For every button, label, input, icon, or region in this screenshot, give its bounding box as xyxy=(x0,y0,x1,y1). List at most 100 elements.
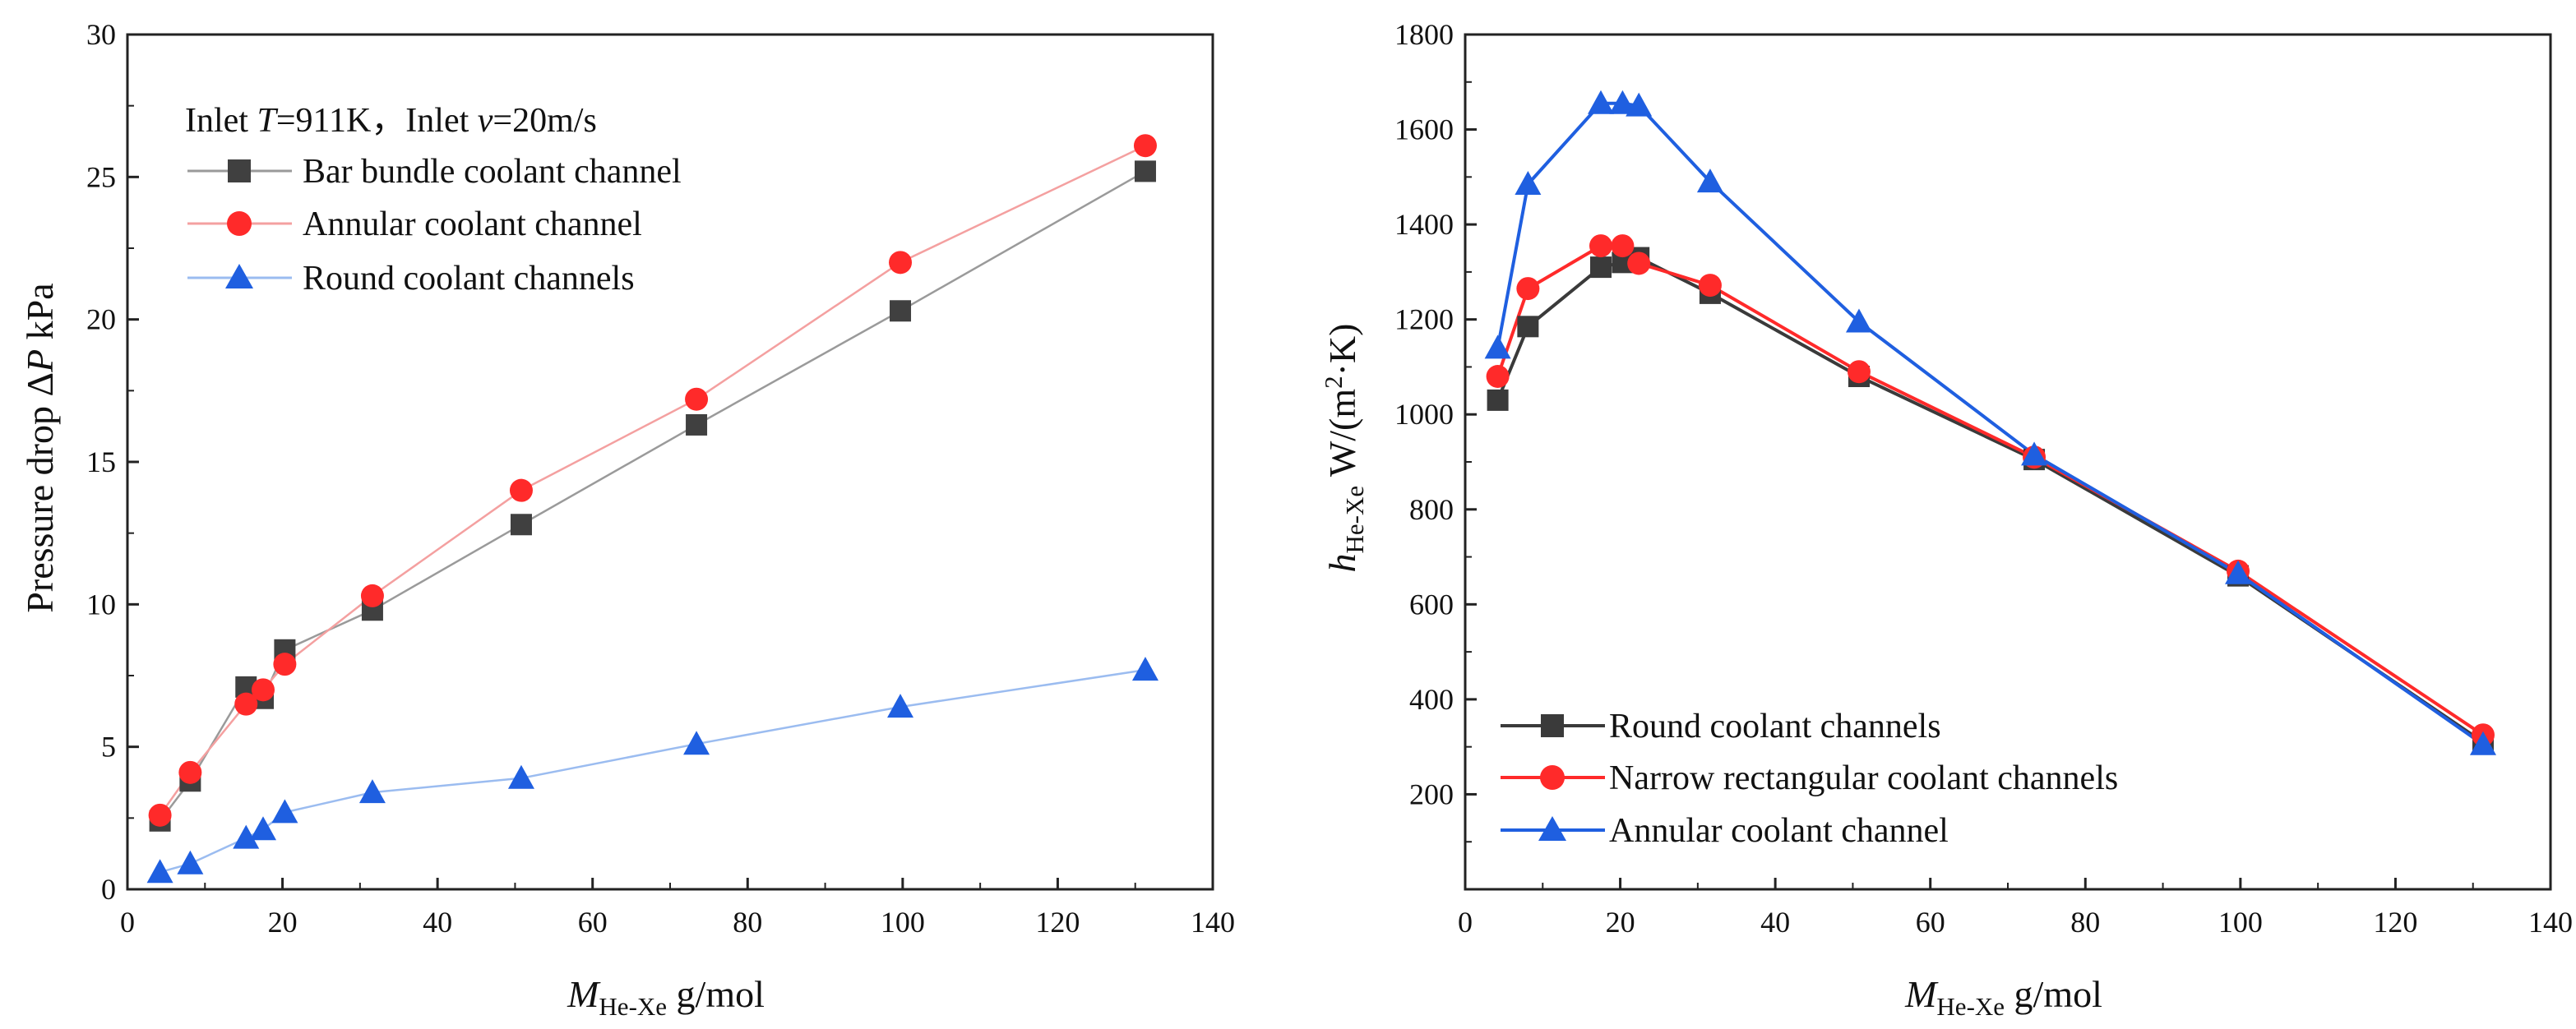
x-axis-title: MHe-Xe g/mol xyxy=(567,973,765,1021)
legend-circle-marker xyxy=(1540,765,1565,790)
data-point-triangle xyxy=(1515,171,1542,195)
data-point-triangle xyxy=(1609,90,1636,114)
legend-entry-annular: Annular coolant channel xyxy=(1501,812,1949,850)
series-markers xyxy=(146,134,1159,884)
axes: 0 20 40 60 80 100 120 140 0 5 10 15 20 25 30 xyxy=(86,18,1235,939)
data-point-circle xyxy=(1698,274,1722,298)
y-tick-label: 25 xyxy=(86,160,116,193)
inlet-conditions-annotation: Inlet T=911K，Inlet v=20m/s xyxy=(185,102,597,140)
legend-square-marker xyxy=(228,159,251,182)
x-tick-label: 140 xyxy=(1191,906,1235,939)
data-point-circle xyxy=(685,387,709,411)
data-point-triangle xyxy=(2021,441,2048,466)
data-point-circle xyxy=(889,251,913,275)
data-point-square xyxy=(686,413,708,436)
legend-entry-round: Round coolant channels xyxy=(1501,708,1941,745)
series-line xyxy=(1496,256,2485,744)
y-tick-label: 1800 xyxy=(1394,18,1454,51)
y-tick-label: 5 xyxy=(101,731,116,764)
x-tick-label: 100 xyxy=(881,906,925,939)
y-tick-label: 0 xyxy=(101,873,116,906)
x-tick-label: 0 xyxy=(1458,906,1473,939)
legend-entry-annular: Annular coolant channel xyxy=(187,205,642,243)
data-point-triangle xyxy=(2469,731,2496,755)
data-point-circle xyxy=(252,678,275,702)
data-point-circle xyxy=(273,653,297,676)
legend-label: Bar bundle coolant channel xyxy=(303,153,682,191)
data-point-triangle xyxy=(250,816,276,841)
legend-entry-round: Round coolant channels xyxy=(187,260,635,298)
data-point-triangle xyxy=(146,859,173,884)
y-tick-label: 20 xyxy=(86,303,116,336)
data-point-triangle xyxy=(1626,92,1653,117)
data-point-square xyxy=(890,300,912,322)
y-axis-title: hHe-Xe W/(m2·K) xyxy=(1319,324,1369,573)
x-tick-label: 20 xyxy=(1606,906,1635,939)
data-point-triangle xyxy=(233,824,260,849)
data-point-circle xyxy=(1486,365,1510,388)
x-tick-label: 80 xyxy=(2070,906,2100,939)
data-point-circle xyxy=(509,478,533,502)
data-point-triangle xyxy=(2225,560,2252,584)
legend-label: Annular coolant channel xyxy=(303,205,642,243)
axes: 0 20 40 60 80 100 120 140 200 400 600 800 1000 1200 14… xyxy=(1394,18,2573,939)
heat-transfer-coefficient-chart: 0 20 40 60 80 100 120 140 200 400 600 800 1000 1200 14… xyxy=(1319,18,2573,1021)
data-point-circle xyxy=(1516,277,1540,301)
data-point-square xyxy=(1487,389,1509,411)
legend-circle-marker xyxy=(227,211,252,236)
x-tick-label: 40 xyxy=(423,906,452,939)
data-point-triangle xyxy=(683,731,710,755)
data-point-triangle xyxy=(1845,308,1872,333)
x-tick-label: 60 xyxy=(578,906,608,939)
data-point-square xyxy=(1590,256,1612,279)
data-point-square xyxy=(1517,316,1539,338)
y-tick-label: 10 xyxy=(86,588,116,621)
x-tick-label: 40 xyxy=(1760,906,1790,939)
data-point-circle xyxy=(1627,251,1651,275)
legend-square-marker xyxy=(1541,714,1564,737)
y-tick-label: 200 xyxy=(1409,778,1454,810)
legend-label: Narrow rectangular coolant channels xyxy=(1609,759,2118,797)
legend-label: Round coolant channels xyxy=(303,260,635,298)
x-tick-label: 120 xyxy=(1035,906,1080,939)
legend-label: Annular coolant channel xyxy=(1609,812,1949,850)
x-tick-label: 140 xyxy=(2528,906,2573,939)
series-line xyxy=(1496,101,2485,746)
x-tick-label: 20 xyxy=(268,906,298,939)
data-point-circle xyxy=(148,803,172,827)
data-point-square xyxy=(510,514,532,536)
x-tick-label: 60 xyxy=(1916,906,1945,939)
series-line xyxy=(1496,244,2485,736)
y-tick-label: 1200 xyxy=(1394,303,1454,336)
data-point-square xyxy=(1134,160,1156,182)
y-tick-label: 600 xyxy=(1409,588,1454,621)
data-point-triangle xyxy=(1696,168,1723,193)
y-tick-label: 800 xyxy=(1409,493,1454,526)
legend-triangle-marker xyxy=(225,264,253,288)
data-point-triangle xyxy=(1484,335,1511,359)
data-point-triangle xyxy=(507,764,534,789)
x-axis-title: MHe-Xe g/mol xyxy=(1904,973,2102,1021)
data-point-circle xyxy=(360,584,384,607)
y-axis-title: Pressure drop ΔP kPa xyxy=(19,283,61,612)
series-lines xyxy=(1496,101,2485,746)
y-tick-label: 30 xyxy=(86,18,116,51)
y-tick-label: 1000 xyxy=(1394,398,1454,431)
data-point-triangle xyxy=(1588,90,1614,114)
y-tick-label: 1600 xyxy=(1394,113,1454,146)
data-point-triangle xyxy=(271,799,298,824)
data-point-triangle xyxy=(358,779,386,804)
x-tick-label: 0 xyxy=(120,906,135,939)
legend-entry-narrow-rectangular: Narrow rectangular coolant channels xyxy=(1501,759,2118,797)
data-point-triangle xyxy=(1131,657,1159,681)
legend-label: Round coolant channels xyxy=(1609,708,1941,745)
data-point-circle xyxy=(234,692,258,716)
data-point-circle xyxy=(1847,360,1871,384)
series-line xyxy=(160,668,1146,874)
data-point-circle xyxy=(1133,134,1157,158)
data-point-circle xyxy=(178,760,202,784)
x-tick-label: 100 xyxy=(2218,906,2263,939)
series-markers xyxy=(1484,90,2496,755)
legend-triangle-marker xyxy=(1538,816,1566,841)
legend: Bar bundle coolant channel Annular coola… xyxy=(187,153,682,298)
